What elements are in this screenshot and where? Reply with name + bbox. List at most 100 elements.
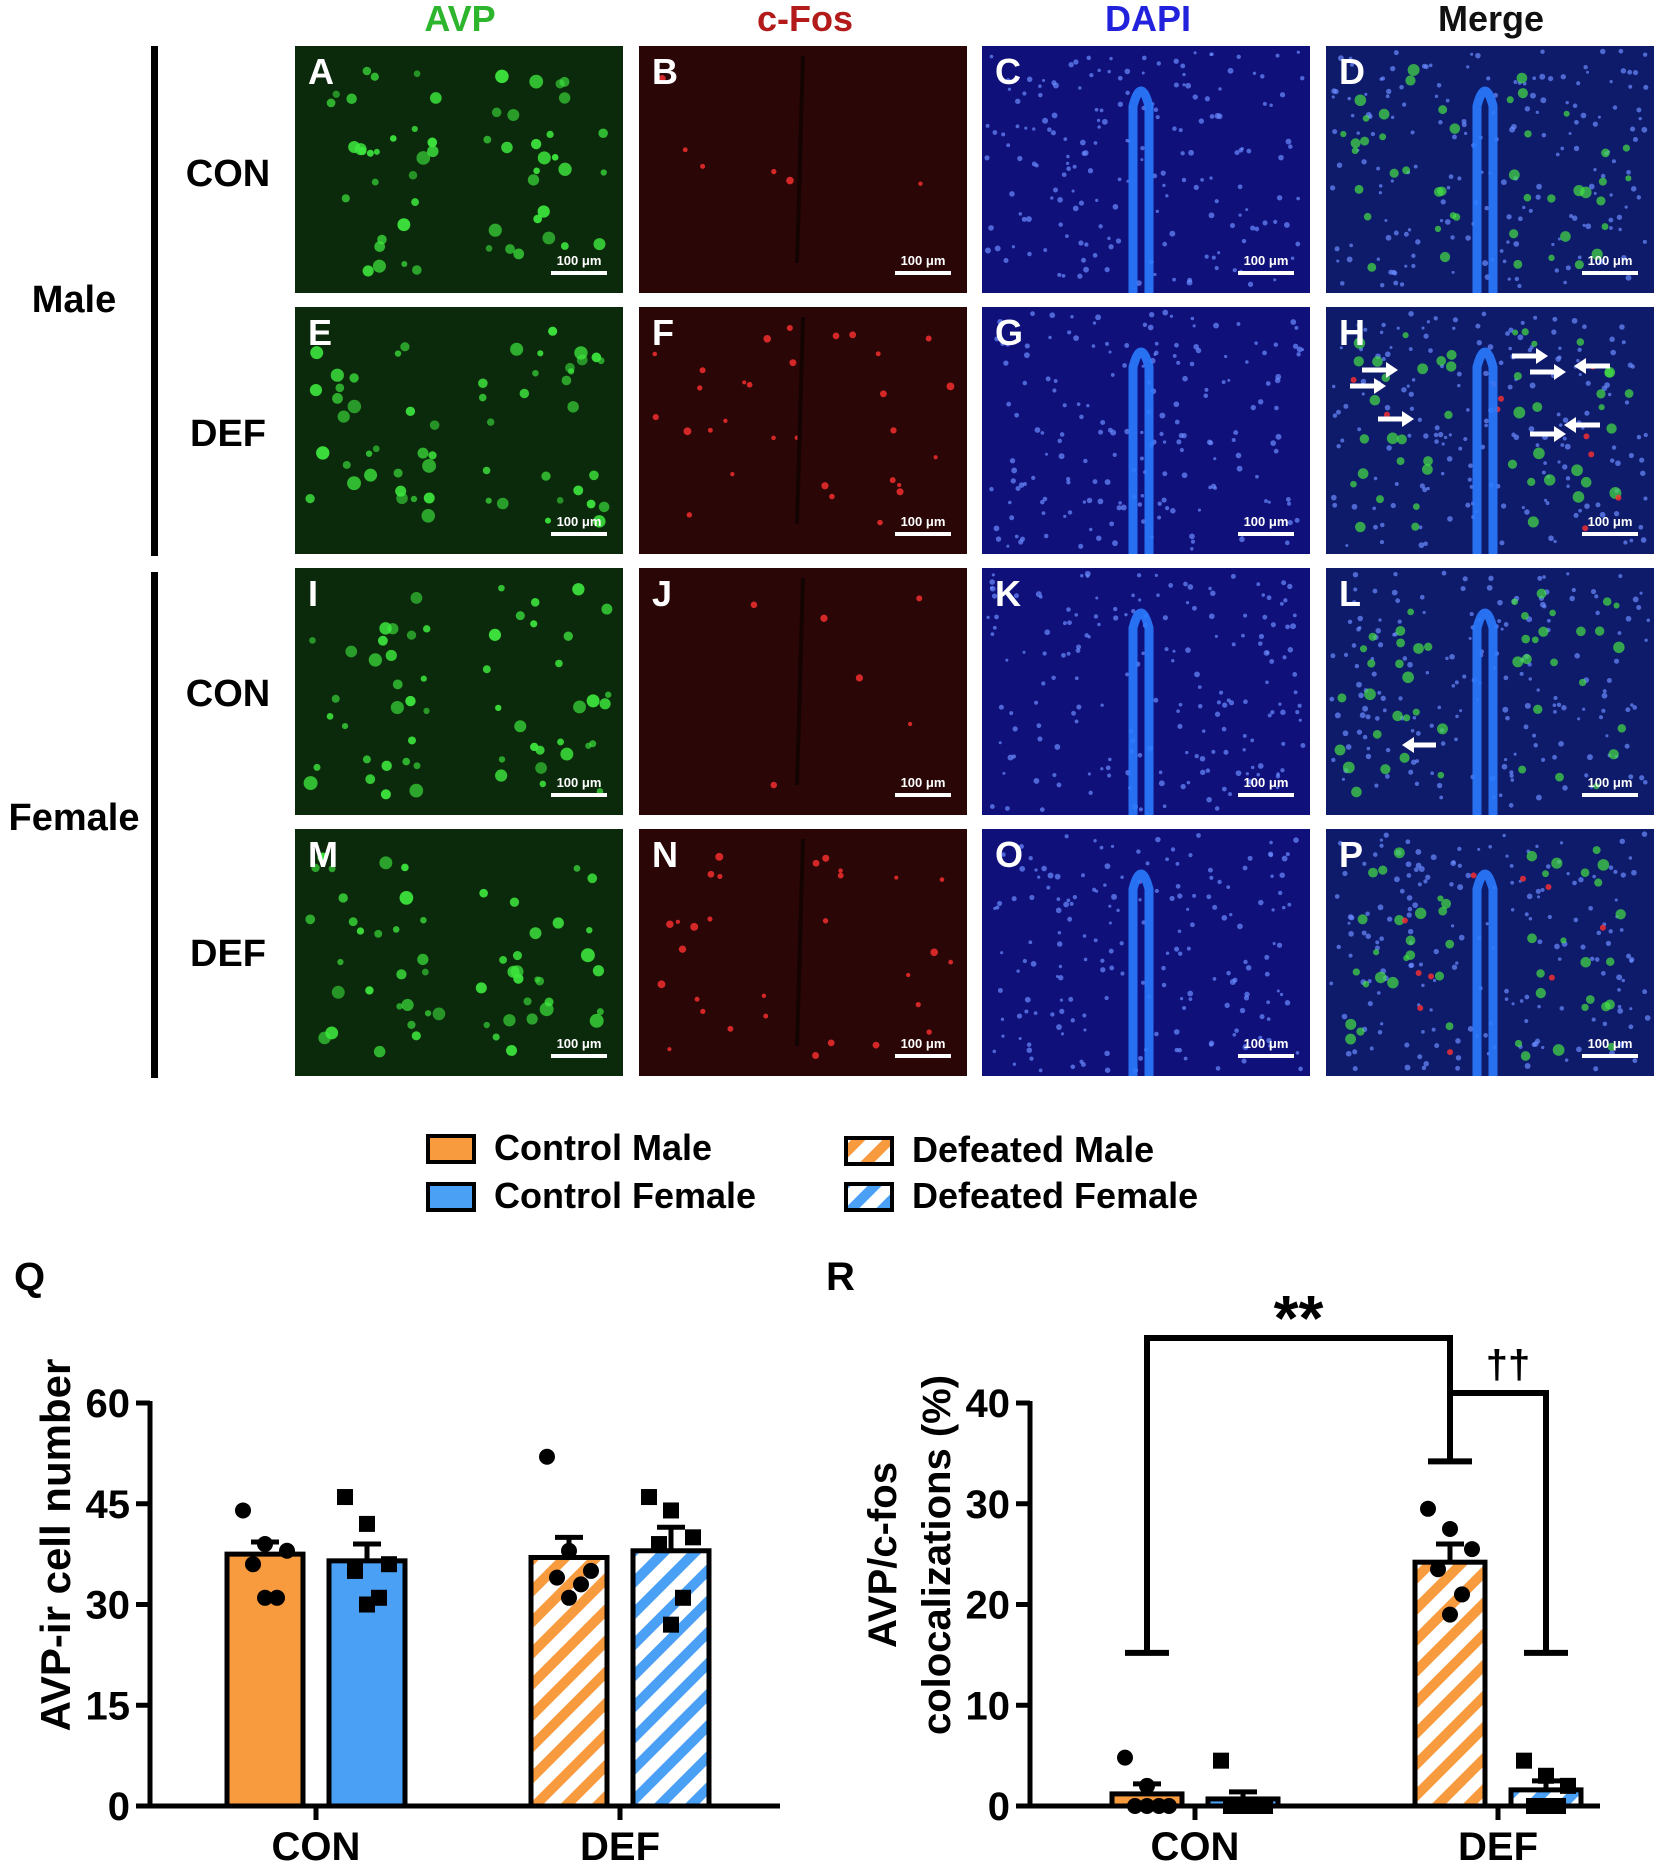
dapi-nucleus <box>1217 879 1222 885</box>
dapi-nucleus <box>1031 475 1036 481</box>
dapi-nucleus <box>1031 161 1037 167</box>
avp-cell <box>535 745 545 755</box>
avp-cell <box>348 917 358 927</box>
dapi-nucleus <box>1367 1001 1373 1007</box>
dapi-nucleus <box>1169 314 1174 318</box>
scale-bar-label: 100 μm <box>1244 514 1289 529</box>
dapi-nucleus <box>1347 619 1353 625</box>
dapi-nucleus <box>1533 315 1538 320</box>
dapi-nucleus <box>1142 322 1148 328</box>
dapi-nucleus <box>1375 628 1382 634</box>
avp-cell <box>482 466 491 475</box>
dapi-nucleus <box>1012 1062 1017 1066</box>
dapi-nucleus <box>1103 883 1107 887</box>
avp-cell <box>381 760 392 772</box>
dapi-nucleus <box>1557 237 1562 241</box>
dapi-nucleus <box>1423 1061 1429 1067</box>
dapi-nucleus <box>989 54 994 59</box>
dapi-nucleus <box>1062 621 1067 626</box>
dapi-nucleus <box>1532 76 1537 81</box>
dapi-nucleus <box>1547 75 1554 82</box>
dapi-nucleus <box>1190 539 1195 544</box>
dapi-nucleus <box>1217 251 1221 255</box>
dapi-nucleus <box>1487 344 1494 350</box>
dapi-nucleus <box>1180 151 1185 156</box>
data-point <box>1464 1541 1480 1558</box>
avp-cell <box>1592 846 1601 855</box>
cfos-cell <box>908 721 913 727</box>
avp-cell <box>1360 136 1370 146</box>
dapi-nucleus <box>1537 575 1543 581</box>
avp-cell <box>555 659 563 668</box>
dapi-nucleus <box>1173 58 1179 64</box>
dapi-nucleus <box>1517 334 1524 341</box>
dapi-nucleus <box>1181 472 1188 479</box>
dapi-nucleus <box>1131 593 1135 598</box>
dapi-nucleus <box>1180 63 1186 69</box>
y-axis-label: colocalizations (%) <box>915 1375 959 1735</box>
cfos-cell <box>750 601 758 609</box>
dapi-nucleus <box>1386 88 1392 95</box>
dapi-nucleus <box>1553 539 1557 544</box>
avp-cell <box>348 141 361 154</box>
dapi-nucleus <box>1214 806 1220 811</box>
dapi-nucleus <box>1177 951 1183 956</box>
micrograph-background <box>295 829 623 1076</box>
dapi-nucleus <box>1287 519 1293 526</box>
avp-cell <box>326 712 334 720</box>
dapi-nucleus <box>1162 471 1168 477</box>
avp-cell <box>1536 969 1545 978</box>
avp-cell <box>1351 147 1359 155</box>
dapi-nucleus <box>1001 1034 1005 1038</box>
dapi-nucleus <box>1022 380 1028 386</box>
dapi-nucleus <box>1628 452 1634 459</box>
dapi-nucleus <box>1377 690 1382 695</box>
dapi-nucleus <box>1055 907 1062 914</box>
avp-cell <box>422 458 437 473</box>
avp-cell <box>1513 259 1523 269</box>
cfos-cell <box>1599 924 1606 931</box>
cfos-cell <box>1588 451 1595 458</box>
dapi-nucleus <box>1023 352 1030 359</box>
dapi-nucleus <box>1449 882 1454 887</box>
dapi-nucleus <box>1509 126 1516 133</box>
dapi-nucleus <box>1183 1056 1188 1061</box>
dapi-nucleus <box>1246 148 1252 154</box>
dapi-nucleus <box>1283 598 1288 603</box>
dapi-nucleus <box>1228 792 1232 797</box>
dapi-nucleus <box>1457 884 1464 891</box>
dapi-nucleus <box>1519 671 1524 676</box>
dapi-nucleus <box>1115 238 1122 244</box>
dapi-nucleus <box>1124 68 1131 75</box>
dapi-nucleus <box>1385 94 1390 99</box>
dapi-nucleus <box>992 130 998 135</box>
avp-cell <box>342 460 351 469</box>
dapi-nucleus <box>1365 933 1372 939</box>
dapi-nucleus <box>1404 1064 1411 1071</box>
avp-cell <box>1433 186 1444 197</box>
legend-swatch-control-male <box>426 1134 476 1164</box>
dapi-nucleus <box>1258 1035 1263 1040</box>
cfos-cell <box>771 435 776 441</box>
dapi-nucleus <box>1600 173 1606 179</box>
cfos-cell <box>715 852 724 861</box>
dapi-nucleus <box>1241 633 1245 638</box>
dapi-nucleus <box>1554 943 1560 950</box>
avp-cell <box>1334 744 1346 756</box>
dapi-nucleus <box>1458 934 1465 941</box>
dapi-nucleus <box>1408 962 1415 968</box>
avp-cell <box>560 747 574 761</box>
dapi-nucleus <box>1343 403 1349 409</box>
dapi-nucleus <box>1024 343 1030 349</box>
dapi-nucleus <box>1254 226 1260 232</box>
dapi-nucleus <box>1349 62 1355 67</box>
dapi-nucleus <box>1540 887 1545 892</box>
dapi-nucleus <box>1463 131 1468 136</box>
avp-cell <box>526 1013 538 1025</box>
dapi-nucleus <box>1118 501 1122 505</box>
dapi-nucleus <box>1257 399 1264 405</box>
data-point <box>663 1616 679 1633</box>
avp-cell <box>1405 75 1416 86</box>
avp-cell <box>1598 177 1607 186</box>
